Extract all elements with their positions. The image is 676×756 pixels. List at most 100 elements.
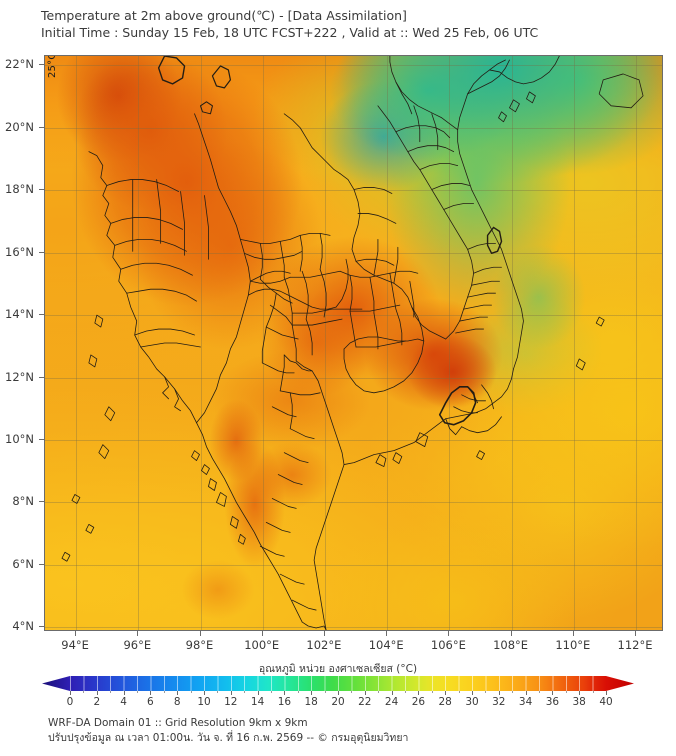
y-axis-label: 16°N xyxy=(5,244,34,259)
colorbar-minor-tick xyxy=(297,691,299,693)
colorbar-label: 32 xyxy=(492,696,506,708)
chart-title-block: Temperature at 2m above ground(℃) - [Dat… xyxy=(41,7,641,41)
colorbar-title: อุณหภูมิ หน่วย องศาเซลเซียส (°C) xyxy=(258,663,418,675)
x-axis-label: 100°E xyxy=(244,638,280,652)
colorbar-minor-tick xyxy=(163,691,165,693)
colorbar-tick xyxy=(338,691,339,695)
colorbar-label: 16 xyxy=(277,696,292,708)
y-axis-tick xyxy=(39,314,44,316)
colorbar-tick xyxy=(364,691,366,695)
colorbar-label: 34 xyxy=(518,696,533,708)
y-axis-tick xyxy=(39,626,44,628)
colorbar[interactable]: 0 2 4 6 8 10 12 14 16 18 20 22 24 26 28 30 32 34 36 38 40 xyxy=(42,676,634,708)
colorbar-tick xyxy=(552,691,554,695)
y-axis-label: 14°N xyxy=(5,307,34,322)
colorbar-label: 12 xyxy=(224,696,238,708)
x-axis-label: 104°E xyxy=(368,638,404,652)
colorbar-label: 30 xyxy=(465,696,479,708)
colorbar-minor-tick xyxy=(378,691,380,693)
colorbar-label: 14 xyxy=(250,696,265,708)
colorbar-minor-tick xyxy=(565,691,567,693)
x-axis-tick xyxy=(137,631,139,636)
colorbar-label: 2 xyxy=(93,696,101,708)
colorbar-label: 6 xyxy=(147,696,154,708)
colorbar-tick xyxy=(311,691,313,695)
colorbar-label: 26 xyxy=(411,696,426,708)
footer-block: WRF-DA Domain 01 :: Grid Resolution 9km … xyxy=(48,716,408,746)
colorbar-minor-tick xyxy=(592,691,594,693)
x-axis-tick xyxy=(261,631,263,636)
x-axis-label: 112°E xyxy=(617,638,653,652)
colorbar-tick xyxy=(123,691,125,695)
colorbar-label: 20 xyxy=(331,696,345,708)
colorbar-minor-tick xyxy=(431,691,433,693)
contour-label-25c: 25°C xyxy=(47,55,58,78)
y-axis-label: 18°N xyxy=(5,182,34,197)
y-axis-tick xyxy=(39,376,44,378)
y-axis-tick xyxy=(39,126,44,128)
colorbar-label: 0 xyxy=(66,696,74,708)
map-figure: 25°C 94°E 96°E 98°E 100°E 102°E 104°E 106°E 108… xyxy=(0,52,676,652)
colorbar-tick xyxy=(96,691,98,695)
x-axis-tick xyxy=(572,631,574,636)
footer-line-1: WRF-DA Domain 01 :: Grid Resolution 9km … xyxy=(48,717,308,729)
y-axis-label: 22°N xyxy=(5,57,34,72)
y-axis-tick xyxy=(39,501,44,503)
colorbar-tick xyxy=(177,691,179,695)
colorbar-minor-tick xyxy=(324,691,326,693)
colorbar-tick xyxy=(445,691,447,695)
x-axis-tick xyxy=(386,631,388,636)
colorbar-tick xyxy=(525,691,527,695)
y-axis-label: 10°N xyxy=(5,432,34,446)
x-axis-tick xyxy=(510,631,512,636)
x-axis-tick xyxy=(635,631,636,636)
y-axis-tick xyxy=(39,439,44,440)
colorbar-minor-tick xyxy=(485,691,487,693)
colorbar-label: 28 xyxy=(438,696,452,708)
colorbar-extend-high-cap xyxy=(606,676,634,691)
colorbar-tick xyxy=(150,691,152,695)
y-axis-label: 20°N xyxy=(5,119,34,134)
colorbar-label: 4 xyxy=(120,696,127,708)
colorbar-label: 40 xyxy=(599,696,613,708)
colorbar-tick xyxy=(606,691,607,695)
colorbar-minor-tick xyxy=(405,691,406,693)
colorbar-minor-tick xyxy=(244,691,246,693)
colorbar-tick xyxy=(579,691,581,695)
colorbar-gradient xyxy=(70,676,606,691)
colorbar-label: 38 xyxy=(572,696,586,708)
colorbar-minor-tick xyxy=(458,691,460,693)
colorbar-label: 24 xyxy=(384,696,399,708)
colorbar-minor-tick xyxy=(217,691,219,693)
colorbar-minor-tick xyxy=(83,691,85,693)
title-line-1: Temperature at 2m above ground(℃) - [Dat… xyxy=(41,8,407,23)
x-axis-tick xyxy=(75,631,77,636)
colorbar-tick xyxy=(257,691,259,695)
y-axis-label: 6°N xyxy=(12,556,34,571)
y-axis-label: 4°N xyxy=(12,619,34,634)
y-axis-tick xyxy=(39,189,44,191)
temperature-field-cold-north xyxy=(45,56,662,630)
x-axis-label: 96°E xyxy=(123,638,152,652)
y-axis-tick xyxy=(39,251,44,253)
x-axis-tick xyxy=(323,631,325,636)
colorbar-tick xyxy=(391,691,393,695)
colorbar-tick xyxy=(472,691,473,695)
colorbar-label: 36 xyxy=(545,696,560,708)
colorbar-minor-tick xyxy=(137,691,138,693)
colorbar-tick xyxy=(204,691,205,695)
colorbar-label: 10 xyxy=(197,696,211,708)
x-axis-label: 102°E xyxy=(306,638,342,652)
colorbar-minor-tick xyxy=(512,691,514,693)
colorbar-tick xyxy=(418,691,420,695)
x-axis-label: 106°E xyxy=(430,638,466,652)
colorbar-minor-tick xyxy=(271,691,272,693)
x-axis-label: 110°E xyxy=(555,638,591,652)
colorbar-tick xyxy=(70,691,71,695)
y-axis-tick xyxy=(39,64,44,66)
y-axis-label: 8°N xyxy=(12,494,34,509)
colorbar-minor-tick xyxy=(190,691,192,693)
map-plot-area[interactable]: 25°C xyxy=(44,55,663,631)
colorbar-tick xyxy=(230,691,232,695)
x-axis-label: 108°E xyxy=(493,638,529,652)
